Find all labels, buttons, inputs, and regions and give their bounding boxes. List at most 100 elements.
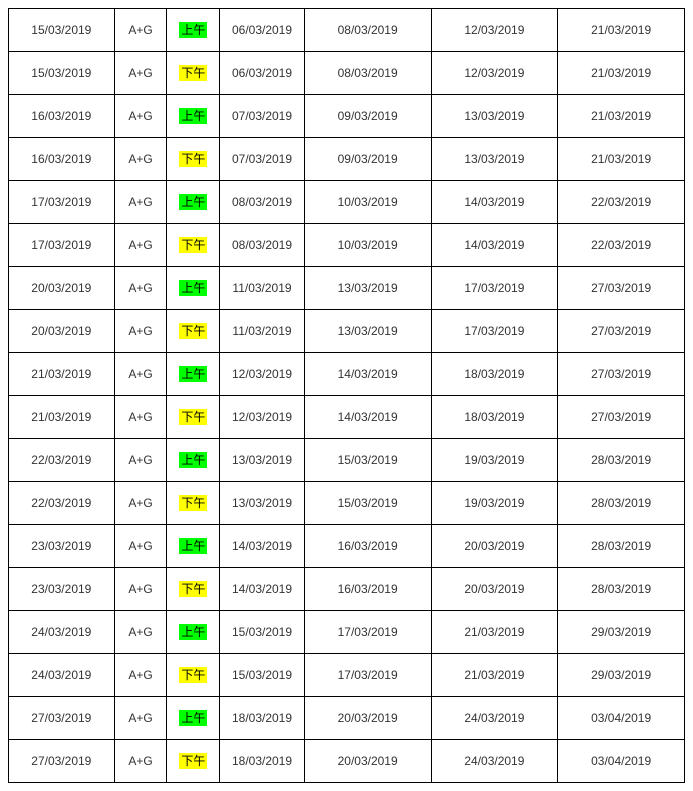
cell-text: 18/03/2019 xyxy=(464,410,524,424)
cell-text: 27/03/2019 xyxy=(591,410,651,424)
cell-text: 24/03/2019 xyxy=(31,625,91,639)
cell-text: A+G xyxy=(128,754,152,768)
table-cell: 下午 xyxy=(167,568,220,611)
table-cell: 20/03/2019 xyxy=(304,697,431,740)
table-cell: 13/03/2019 xyxy=(220,482,305,525)
table-cell: 20/03/2019 xyxy=(9,267,115,310)
cell-text: 12/03/2019 xyxy=(232,367,292,381)
cell-text: A+G xyxy=(128,625,152,639)
table-cell: 13/03/2019 xyxy=(431,138,558,181)
cell-text: A+G xyxy=(128,23,152,37)
table-cell: 下午 xyxy=(167,310,220,353)
table-cell: A+G xyxy=(114,95,167,138)
table-cell: 24/03/2019 xyxy=(9,611,115,654)
table-cell: 上午 xyxy=(167,697,220,740)
table-cell: 下午 xyxy=(167,654,220,697)
table-cell: 03/04/2019 xyxy=(558,697,685,740)
table-cell: 23/03/2019 xyxy=(9,525,115,568)
cell-text: A+G xyxy=(128,410,152,424)
table-cell: 16/03/2019 xyxy=(304,568,431,611)
cell-text: 14/03/2019 xyxy=(338,367,398,381)
cell-text: 21/03/2019 xyxy=(464,668,524,682)
table-cell: 21/03/2019 xyxy=(558,95,685,138)
table-cell: A+G xyxy=(114,224,167,267)
table-cell: A+G xyxy=(114,697,167,740)
cell-text: A+G xyxy=(128,324,152,338)
cell-text: 15/03/2019 xyxy=(31,23,91,37)
table-cell: 21/03/2019 xyxy=(9,396,115,439)
cell-text: A+G xyxy=(128,668,152,682)
cell-text: 21/03/2019 xyxy=(591,109,651,123)
period-badge-am: 上午 xyxy=(179,108,207,124)
cell-text: 15/03/2019 xyxy=(232,668,292,682)
table-row: 23/03/2019A+G上午14/03/201916/03/201920/03… xyxy=(9,525,685,568)
table-cell: 21/03/2019 xyxy=(558,52,685,95)
table-cell: A+G xyxy=(114,267,167,310)
table-cell: 16/03/2019 xyxy=(304,525,431,568)
table-cell: 24/03/2019 xyxy=(9,654,115,697)
cell-text: 08/03/2019 xyxy=(232,238,292,252)
table-cell: A+G xyxy=(114,482,167,525)
period-badge-pm: 下午 xyxy=(179,237,207,253)
cell-text: 13/03/2019 xyxy=(232,496,292,510)
table-cell: 11/03/2019 xyxy=(220,310,305,353)
table-cell: 上午 xyxy=(167,95,220,138)
table-cell: 28/03/2019 xyxy=(558,525,685,568)
table-cell: 21/03/2019 xyxy=(9,353,115,396)
table-cell: 14/03/2019 xyxy=(431,181,558,224)
period-badge-pm: 下午 xyxy=(179,65,207,81)
table-row: 27/03/2019A+G下午18/03/201920/03/201924/03… xyxy=(9,740,685,783)
period-badge-am: 上午 xyxy=(179,538,207,554)
table-cell: 13/03/2019 xyxy=(304,267,431,310)
table-cell: 上午 xyxy=(167,181,220,224)
table-cell: 19/03/2019 xyxy=(431,439,558,482)
table-cell: 16/03/2019 xyxy=(9,95,115,138)
cell-text: 27/03/2019 xyxy=(591,367,651,381)
table-cell: 08/03/2019 xyxy=(220,181,305,224)
schedule-table: 15/03/2019A+G上午06/03/201908/03/201912/03… xyxy=(8,8,685,783)
table-cell: 下午 xyxy=(167,52,220,95)
cell-text: A+G xyxy=(128,109,152,123)
table-cell: A+G xyxy=(114,138,167,181)
table-cell: 17/03/2019 xyxy=(304,654,431,697)
period-badge-pm: 下午 xyxy=(179,667,207,683)
table-cell: 15/03/2019 xyxy=(220,611,305,654)
table-cell: 11/03/2019 xyxy=(220,267,305,310)
cell-text: 17/03/2019 xyxy=(31,238,91,252)
cell-text: A+G xyxy=(128,367,152,381)
table-cell: 15/03/2019 xyxy=(9,9,115,52)
cell-text: 23/03/2019 xyxy=(31,539,91,553)
table-row: 16/03/2019A+G上午07/03/201909/03/201913/03… xyxy=(9,95,685,138)
table-cell: 06/03/2019 xyxy=(220,9,305,52)
period-badge-am: 上午 xyxy=(179,280,207,296)
table-cell: 15/03/2019 xyxy=(304,439,431,482)
table-cell: 27/03/2019 xyxy=(558,310,685,353)
period-badge-am: 上午 xyxy=(179,624,207,640)
table-cell: A+G xyxy=(114,740,167,783)
table-cell: 下午 xyxy=(167,138,220,181)
table-cell: 09/03/2019 xyxy=(304,138,431,181)
cell-text: 17/03/2019 xyxy=(464,324,524,338)
cell-text: 24/03/2019 xyxy=(31,668,91,682)
cell-text: A+G xyxy=(128,152,152,166)
table-row: 15/03/2019A+G上午06/03/201908/03/201912/03… xyxy=(9,9,685,52)
cell-text: 20/03/2019 xyxy=(31,281,91,295)
table-cell: 22/03/2019 xyxy=(9,482,115,525)
table-cell: 14/03/2019 xyxy=(431,224,558,267)
cell-text: 10/03/2019 xyxy=(338,238,398,252)
cell-text: 19/03/2019 xyxy=(464,453,524,467)
table-cell: 21/03/2019 xyxy=(558,138,685,181)
cell-text: A+G xyxy=(128,582,152,596)
cell-text: 08/03/2019 xyxy=(338,66,398,80)
table-cell: 20/03/2019 xyxy=(304,740,431,783)
cell-text: 14/03/2019 xyxy=(232,539,292,553)
table-cell: 08/03/2019 xyxy=(304,52,431,95)
table-row: 15/03/2019A+G下午06/03/201908/03/201912/03… xyxy=(9,52,685,95)
cell-text: 16/03/2019 xyxy=(338,582,398,596)
cell-text: 08/03/2019 xyxy=(338,23,398,37)
cell-text: 12/03/2019 xyxy=(464,66,524,80)
table-cell: 13/03/2019 xyxy=(220,439,305,482)
table-cell: 03/04/2019 xyxy=(558,740,685,783)
table-cell: A+G xyxy=(114,654,167,697)
table-row: 24/03/2019 A+G 下午 15/03/2019 17/03/2019 21/03… xyxy=(9,654,685,697)
